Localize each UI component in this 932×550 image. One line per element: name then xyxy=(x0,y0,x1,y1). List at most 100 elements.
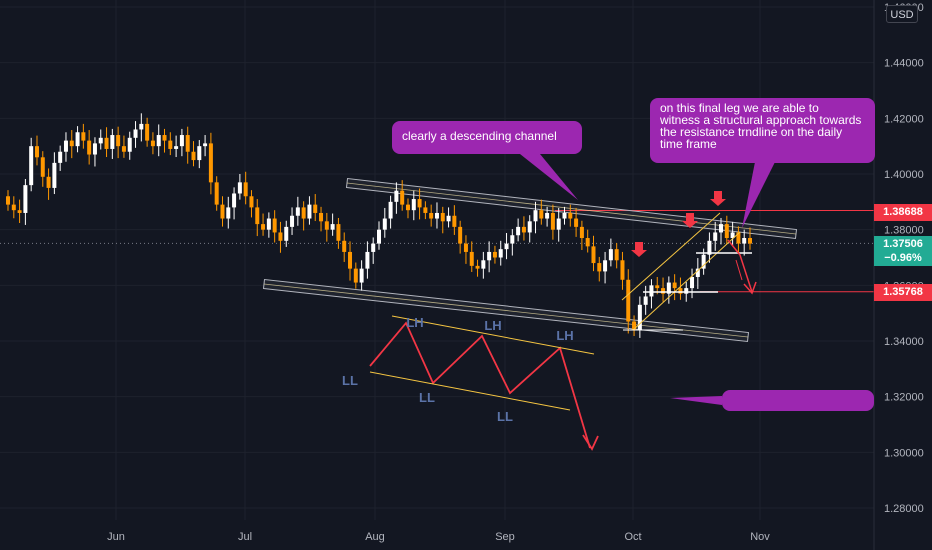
candle-body xyxy=(463,243,468,252)
support-price-tag: 1.35768 xyxy=(874,284,932,301)
candle-body xyxy=(191,151,196,161)
candle-body xyxy=(434,212,439,219)
candle-body xyxy=(46,176,51,188)
x-tick-label: Sep xyxy=(495,531,515,543)
candle-body xyxy=(400,190,405,205)
candle-body xyxy=(388,201,393,219)
candle-body xyxy=(510,235,515,244)
down-arrow-3 xyxy=(710,191,726,206)
candle-body xyxy=(168,140,173,149)
candle-body xyxy=(284,226,289,241)
current-price-tag: 1.37506 −0.96% xyxy=(874,236,932,266)
lower-high-label: LH xyxy=(556,328,573,343)
candle-body xyxy=(301,207,306,219)
candle-body xyxy=(272,218,277,233)
projected-drop xyxy=(727,239,753,293)
final-leg-line-4: time frame xyxy=(660,137,717,151)
x-axis: Jun Jul Aug Sep Oct Nov xyxy=(107,531,770,543)
candle-body xyxy=(40,157,45,177)
currency-button[interactable]: USD xyxy=(886,5,918,23)
candle-body xyxy=(585,238,590,247)
lower-high-label: LH xyxy=(406,315,423,330)
candle-body xyxy=(58,151,63,163)
x-tick-label: Jun xyxy=(107,531,125,543)
channel-lower-band-midline xyxy=(263,283,749,338)
candle-body xyxy=(568,212,573,219)
candle-body xyxy=(684,288,689,294)
candle-body xyxy=(214,182,219,205)
candle-body xyxy=(707,240,712,255)
candle-body xyxy=(475,265,480,269)
candle-body xyxy=(353,268,358,283)
candle-body xyxy=(498,249,503,258)
y-tick-label: 1.44000 xyxy=(884,58,924,70)
candle-body xyxy=(730,232,735,239)
candle-body xyxy=(313,204,318,213)
candle-body xyxy=(550,212,555,230)
candle-body xyxy=(295,207,300,216)
candle-body xyxy=(452,215,457,227)
candle-body xyxy=(185,135,190,152)
x-tick-label: Nov xyxy=(750,531,770,543)
empty-callout[interactable] xyxy=(722,390,874,411)
candle-body xyxy=(110,135,115,149)
candle-body xyxy=(556,218,561,230)
candle-body xyxy=(324,221,329,230)
candle-body xyxy=(516,226,521,236)
candles xyxy=(6,113,752,338)
y-tick-label: 1.28000 xyxy=(884,503,924,515)
candle-body xyxy=(145,123,150,141)
candle-body xyxy=(23,185,28,213)
candle-body xyxy=(597,263,602,272)
candle-body xyxy=(411,199,416,211)
candle-body xyxy=(469,251,474,266)
candle-body xyxy=(603,260,608,272)
candle-body xyxy=(156,135,161,147)
y-tick-label: 1.42000 xyxy=(884,113,924,125)
grid xyxy=(0,0,874,520)
candle-body xyxy=(394,190,399,202)
candle-body xyxy=(533,210,538,222)
candle-body xyxy=(29,146,34,186)
candle-body xyxy=(208,143,213,183)
channel-callout[interactable]: clearly a descending channel xyxy=(392,121,582,154)
candle-body xyxy=(446,215,451,222)
candle-body xyxy=(371,243,376,252)
candle-body xyxy=(342,240,347,252)
final-leg-line-1: on this final leg we are able to xyxy=(660,101,819,115)
candle-body xyxy=(220,204,225,219)
candle-body xyxy=(655,285,660,289)
lower-low-label: LL xyxy=(342,373,358,388)
y-tick-label: 1.34000 xyxy=(884,336,924,348)
candle-body xyxy=(127,137,132,152)
candle-body xyxy=(11,204,16,211)
candle-body xyxy=(249,196,254,208)
candle-body xyxy=(104,137,109,149)
y-tick-label: 1.32000 xyxy=(884,392,924,404)
descending-channel xyxy=(262,177,798,343)
candle-body xyxy=(336,224,341,241)
candle-body xyxy=(672,282,677,289)
candle-body xyxy=(736,232,741,244)
candle-body xyxy=(266,218,271,230)
candle-body xyxy=(52,162,57,188)
candle-body xyxy=(203,143,208,147)
candle-body xyxy=(63,140,68,152)
candle-body xyxy=(748,238,752,244)
final-leg-upper-trendline xyxy=(621,212,721,301)
candle-body xyxy=(620,260,625,280)
candle-body xyxy=(661,288,666,294)
candle-body xyxy=(359,268,364,283)
projected-drop-arrowhead xyxy=(743,281,757,295)
candle-body xyxy=(139,123,144,130)
candle-body xyxy=(429,212,434,219)
candle-body xyxy=(116,135,121,147)
final-leg-callout[interactable]: on this final leg we are able to witness… xyxy=(650,98,875,163)
y-tick-label: 1.40000 xyxy=(884,169,924,181)
candle-body xyxy=(458,226,463,244)
candle-body xyxy=(319,212,324,222)
candle-body xyxy=(98,137,103,144)
candle-body xyxy=(719,224,724,233)
candle-body xyxy=(713,232,718,241)
